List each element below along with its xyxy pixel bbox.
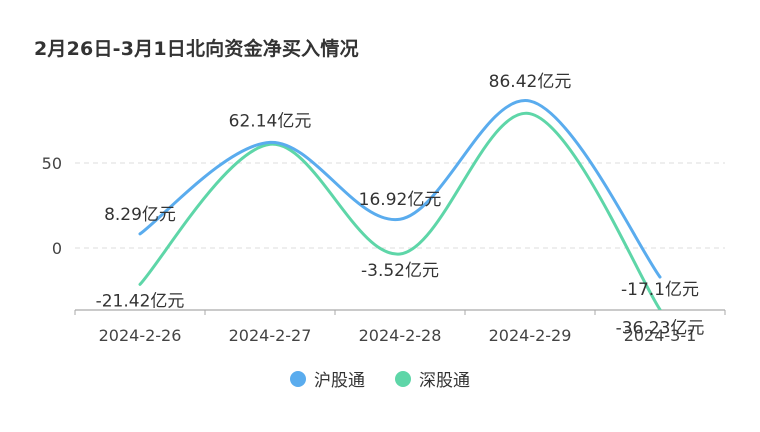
data-label-shanghai: 62.14亿元 bbox=[229, 111, 312, 131]
x-tick-label: 2024-2-26 bbox=[99, 326, 182, 345]
x-tick-label: 2024-2-29 bbox=[489, 326, 572, 345]
legend-swatch-shenzhen bbox=[395, 370, 411, 387]
data-label-shanghai: -17.1亿元 bbox=[621, 280, 699, 300]
x-tick-label: 2024-2-28 bbox=[359, 326, 442, 345]
line-chart: 0 50 2024-2-26 2024-2-27 2024-2-28 2024-2-29 2… bbox=[42, 72, 726, 345]
chart-title: 2月26日-3月1日北向资金净买入情况 bbox=[34, 38, 359, 60]
x-tick-label: 2024-3-1 bbox=[624, 326, 697, 345]
data-label-shanghai: 8.29亿元 bbox=[104, 205, 176, 225]
data-label-shanghai: 16.92亿元 bbox=[359, 190, 442, 210]
legend-label-shenzhen: 深股通 bbox=[419, 371, 470, 391]
data-label-shanghai: 86.42亿元 bbox=[489, 72, 572, 92]
y-tick-label: 50 bbox=[42, 154, 62, 173]
series-line-shenzhen bbox=[138, 112, 662, 310]
y-tick-label: 0 bbox=[52, 239, 62, 258]
series-line-shanghai bbox=[138, 99, 662, 279]
data-label-shenzhen: -3.52亿元 bbox=[361, 261, 439, 281]
legend-swatch-shanghai bbox=[290, 370, 306, 387]
x-tick-label: 2024-2-27 bbox=[229, 326, 312, 345]
legend-item-shenzhen[interactable]: 深股通 bbox=[395, 366, 470, 391]
legend: 沪股通 深股通 bbox=[0, 366, 760, 391]
data-label-shenzhen: -36.23亿元 bbox=[616, 319, 705, 339]
data-label-shenzhen: -21.42亿元 bbox=[96, 291, 185, 311]
legend-label-shanghai: 沪股通 bbox=[314, 371, 365, 391]
legend-item-shanghai[interactable]: 沪股通 bbox=[290, 366, 365, 391]
